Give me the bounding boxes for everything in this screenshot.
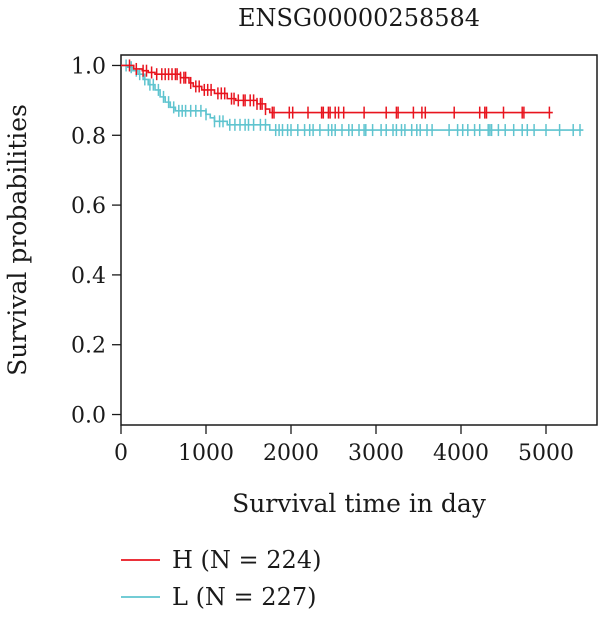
x-tick-label: 0: [114, 441, 128, 466]
legend-l-label: L (N = 227): [172, 583, 316, 611]
plot-frame: [120, 54, 598, 426]
y-axis-label: Survival probabilities: [3, 104, 32, 376]
x-axis-label: Survival time in day: [232, 489, 487, 518]
series-l-curve: [121, 64, 584, 131]
x-axis: 0 1000 2000 3000 4000 5000: [114, 425, 574, 466]
chart-title: ENSG00000258584: [238, 4, 480, 32]
y-tick-label: 1.0: [71, 54, 106, 79]
x-tick-label: 1000: [178, 441, 234, 466]
x-tick-label: 5000: [518, 441, 574, 466]
y-tick-label: 0.8: [71, 124, 106, 149]
x-tick-label: 4000: [433, 441, 489, 466]
y-tick-label: 0.2: [71, 334, 106, 359]
y-tick-label: 0.0: [71, 404, 106, 429]
x-tick-label: 3000: [348, 441, 404, 466]
y-axis: 0.0 0.2 0.4 0.6 0.8 1.0: [71, 54, 121, 429]
series-layer: [121, 59, 584, 137]
legend: H (N = 224) L (N = 227): [121, 546, 321, 611]
y-tick-label: 0.4: [71, 264, 106, 289]
x-tick-label: 2000: [263, 441, 319, 466]
y-tick-label: 0.6: [71, 194, 106, 219]
legend-h-label: H (N = 224): [172, 546, 321, 574]
